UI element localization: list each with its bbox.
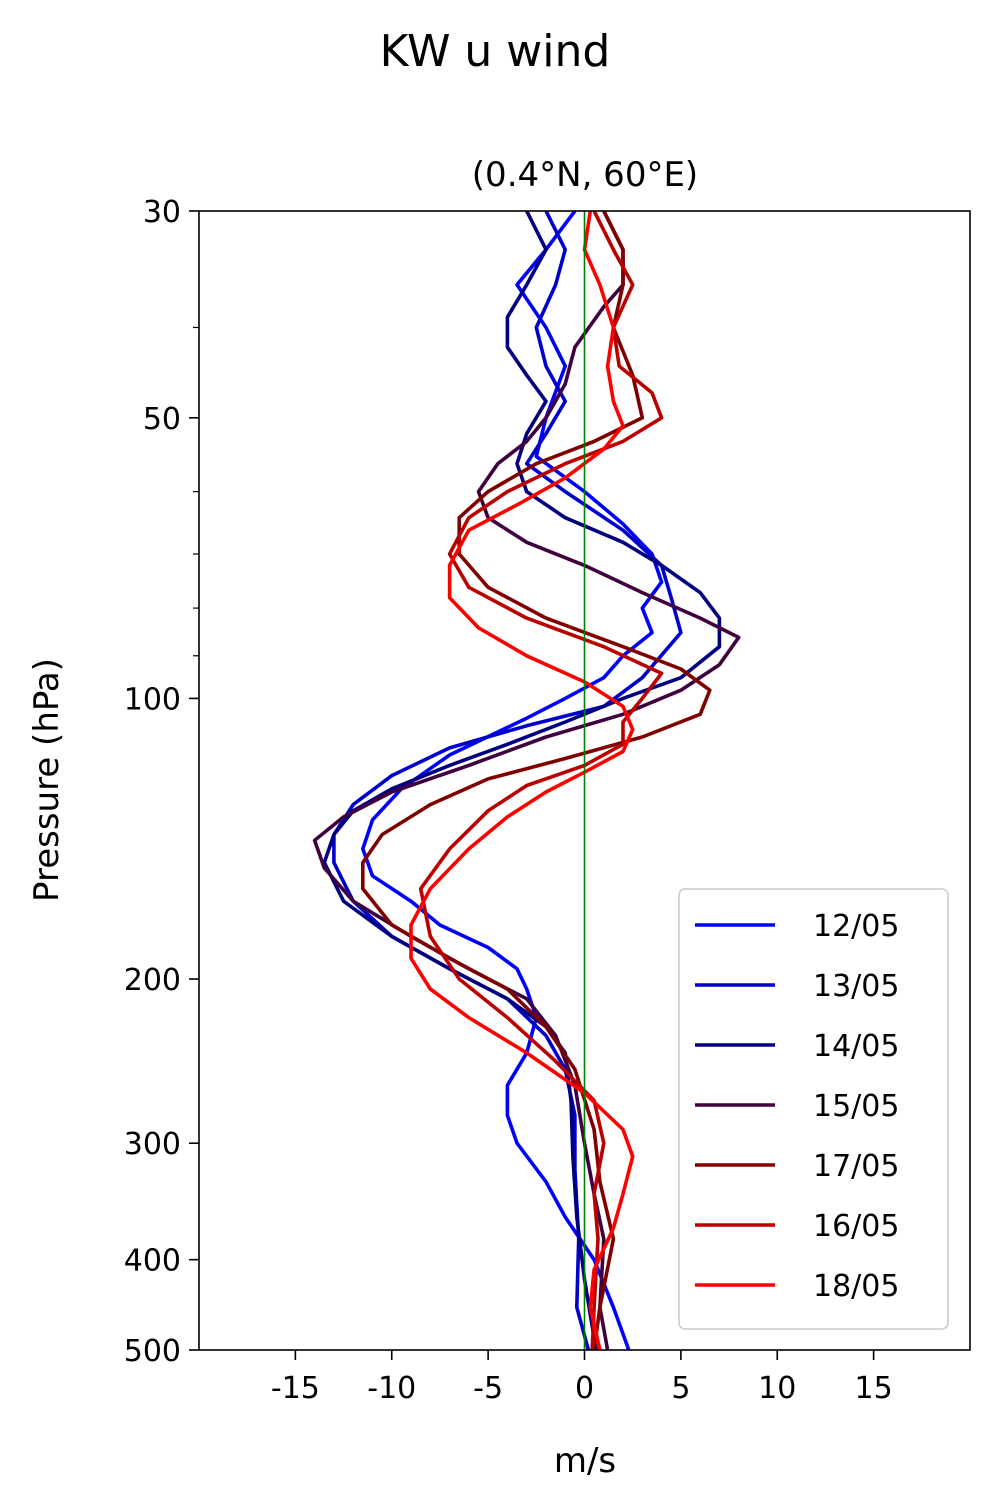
legend-label: 13/05: [813, 969, 899, 1004]
y-axis-label: Pressure (hPa): [27, 658, 67, 902]
y-tick-label: 30: [143, 195, 181, 230]
legend-label: 16/05: [813, 1209, 899, 1244]
series-line-6: [409, 211, 635, 1350]
figure-suptitle: KW u wind: [379, 26, 611, 77]
x-axis: -15 -10 -5 0 5 10 15: [271, 1350, 893, 1406]
x-tick-label: 0: [575, 1371, 594, 1406]
legend-box: [678, 888, 949, 1330]
legend-label: 18/05: [813, 1269, 899, 1304]
series-line-3: [312, 211, 741, 1350]
series-line-5: [418, 211, 664, 1350]
series-line-1: [332, 211, 683, 1350]
x-axis-label: m/s: [554, 1441, 616, 1481]
x-tick-label: 15: [855, 1371, 893, 1406]
legend-label: 17/05: [813, 1149, 899, 1184]
legend-label: 12/05: [813, 909, 899, 944]
y-tick-label: 100: [124, 682, 181, 717]
y-tick-label: 300: [124, 1127, 181, 1162]
y-tick-label: 200: [124, 963, 181, 998]
y-tick-label: 50: [143, 402, 181, 437]
legend: 12/05 13/05 14/05 15/05 17/05 16/05 18/05: [678, 888, 949, 1330]
legend-label: 15/05: [813, 1089, 899, 1124]
x-tick-label: 10: [758, 1371, 796, 1406]
chart-title: (0.4°N, 60°E): [472, 155, 698, 195]
legend-label: 14/05: [813, 1029, 899, 1064]
y-tick-label: 500: [124, 1334, 181, 1369]
x-tick-label: 5: [671, 1371, 690, 1406]
x-tick-label: -15: [271, 1371, 320, 1406]
y-tick-label: 400: [124, 1244, 181, 1279]
x-tick-label: -10: [367, 1371, 416, 1406]
y-axis: 30 50 100 200 300 400 500: [124, 195, 199, 1369]
x-tick-label: -5: [473, 1371, 503, 1406]
series-layer: [312, 211, 741, 1350]
